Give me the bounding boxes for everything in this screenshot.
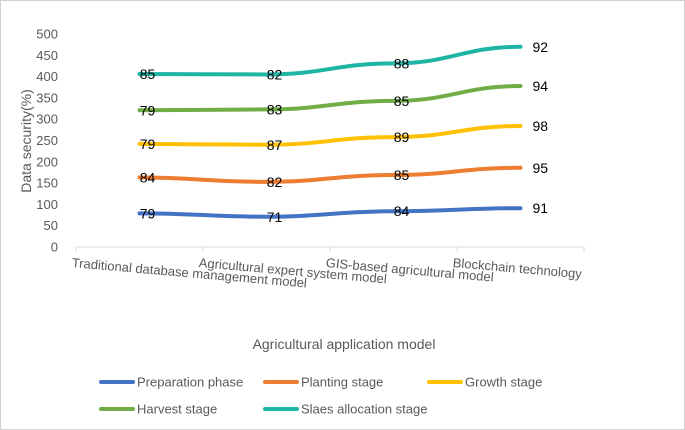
series-line xyxy=(137,44,523,77)
x-axis-title: Agricultural application model xyxy=(253,336,436,352)
data-label: 85 xyxy=(140,66,156,82)
legend-label: Planting stage xyxy=(301,375,383,390)
data-label: 82 xyxy=(267,66,283,82)
data-label: 84 xyxy=(394,203,410,219)
legend-label: Growth stage xyxy=(465,375,542,390)
data-label: 83 xyxy=(267,101,283,117)
legend-label: Preparation phase xyxy=(137,375,243,390)
data-label: 89 xyxy=(394,129,410,145)
y-tick-label: 500 xyxy=(36,27,58,42)
legend-item: Slaes allocation stage xyxy=(263,402,427,417)
y-tick-label: 200 xyxy=(36,154,58,169)
x-axis: Traditional database management modelAgr… xyxy=(71,246,585,291)
y-axis-title: Data security(%) xyxy=(18,89,34,192)
series-line xyxy=(137,206,523,219)
legend-item: Growth stage xyxy=(427,375,542,390)
data-label: 79 xyxy=(140,205,156,221)
data-label: 84 xyxy=(140,170,156,186)
data-label: 85 xyxy=(394,167,410,183)
data-label: 79 xyxy=(140,102,156,118)
data-label: 94 xyxy=(533,78,549,94)
y-tick-label: 50 xyxy=(44,218,58,233)
y-tick-label: 150 xyxy=(36,176,58,191)
data-label: 85 xyxy=(394,93,410,109)
data-label: 95 xyxy=(533,160,549,176)
legend-label: Slaes allocation stage xyxy=(301,402,427,417)
data-label: 98 xyxy=(533,118,549,134)
data-label: 71 xyxy=(267,209,283,225)
y-tick-label: 100 xyxy=(36,197,58,212)
series-line xyxy=(137,124,523,147)
data-label: 79 xyxy=(140,136,156,152)
y-tick-label: 300 xyxy=(36,112,58,127)
data-label: 82 xyxy=(267,174,283,190)
legend-item: Planting stage xyxy=(263,375,383,390)
legend: Preparation phase Planting stage Growth st… xyxy=(99,375,542,417)
series-line xyxy=(137,83,523,113)
y-tick-label: 350 xyxy=(36,90,58,105)
legend-item: Harvest stage xyxy=(99,402,217,417)
y-tick-label: 450 xyxy=(36,48,58,63)
series-layer xyxy=(137,44,523,219)
y-axis: 0 50 100 150 200 250 300 350 400 450 500 xyxy=(36,27,58,255)
data-labels: 79 71 84 91 84 82 85 95 79 87 89 98 79 83 85 94 85 82 88 92 xyxy=(140,39,549,225)
data-label: 91 xyxy=(533,200,549,216)
data-label: 92 xyxy=(533,39,549,55)
y-tick-label: 0 xyxy=(51,240,58,255)
data-label: 88 xyxy=(394,55,410,71)
y-tick-label: 400 xyxy=(36,69,58,84)
legend-item: Preparation phase xyxy=(99,375,243,390)
y-tick-label: 250 xyxy=(36,133,58,148)
legend-label: Harvest stage xyxy=(137,402,217,417)
series-line xyxy=(137,165,523,184)
data-label: 87 xyxy=(267,137,283,153)
